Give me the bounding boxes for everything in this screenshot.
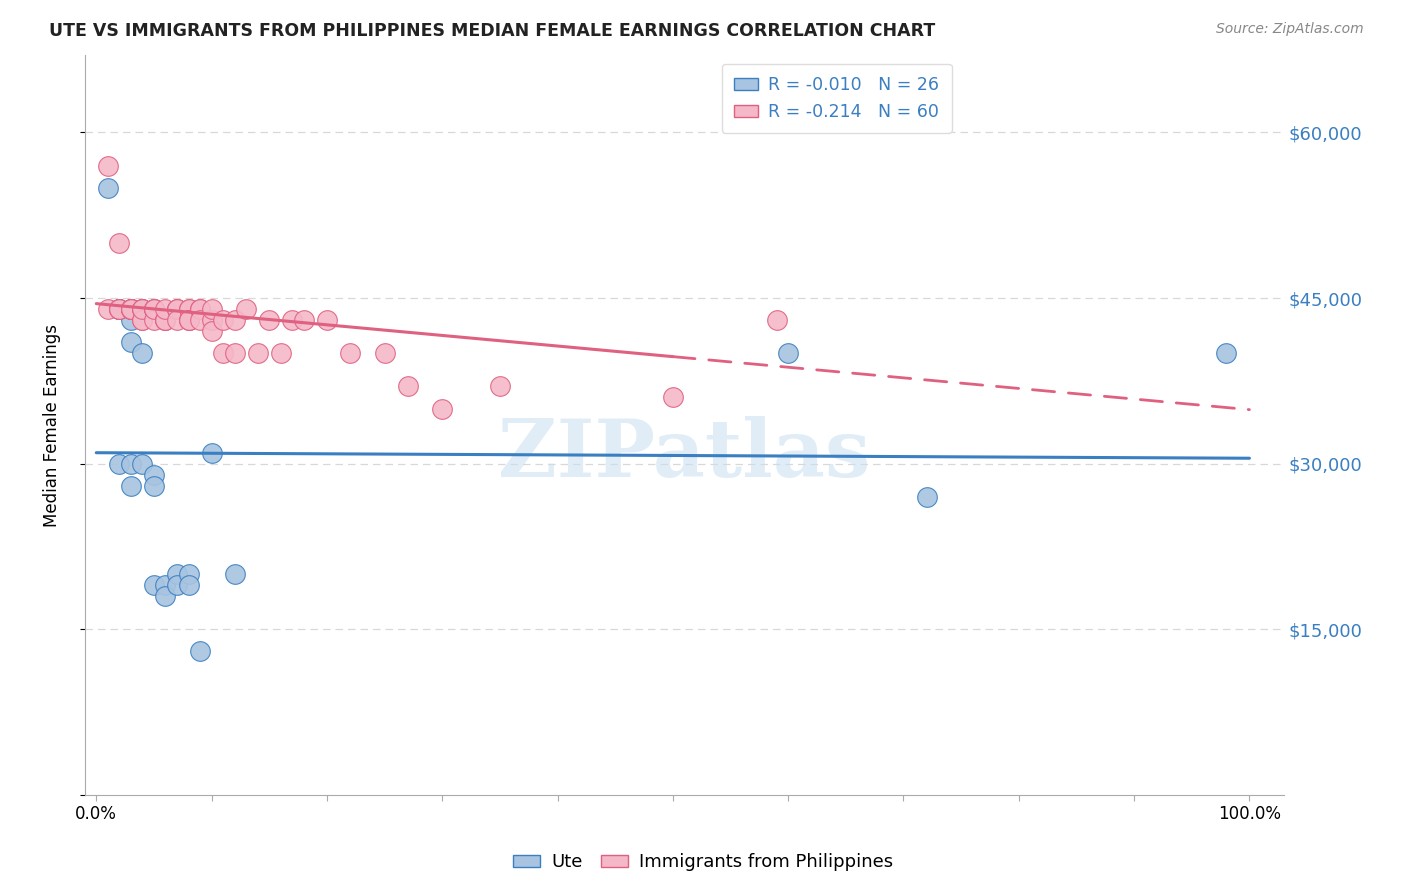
Point [131, 313, 153, 327]
Point [120, 302, 142, 317]
Point [188, 302, 211, 317]
Point [142, 479, 165, 493]
Point [166, 578, 188, 592]
Point [120, 302, 142, 317]
Point [142, 302, 165, 317]
Point [97, 159, 120, 173]
Point [142, 578, 165, 592]
Point [155, 589, 177, 603]
Point [155, 313, 177, 327]
Point [235, 302, 257, 317]
Text: Source: ZipAtlas.com: Source: ZipAtlas.com [1216, 22, 1364, 37]
Point [765, 313, 787, 327]
Point [246, 346, 269, 360]
Point [97, 180, 120, 194]
Point [120, 335, 142, 350]
Point [166, 302, 188, 317]
Point [281, 313, 304, 327]
Point [200, 446, 222, 460]
Text: UTE VS IMMIGRANTS FROM PHILIPPINES MEDIAN FEMALE EARNINGS CORRELATION CHART: UTE VS IMMIGRANTS FROM PHILIPPINES MEDIA… [49, 22, 935, 40]
Point [108, 302, 131, 317]
Point [177, 313, 200, 327]
Point [212, 313, 235, 327]
Point [131, 302, 153, 317]
Point [177, 302, 200, 317]
Point [131, 302, 153, 317]
Point [177, 578, 200, 592]
Point [339, 346, 361, 360]
Point [200, 324, 222, 338]
Point [120, 302, 142, 317]
Point [142, 313, 165, 327]
Point [142, 302, 165, 317]
Point [108, 457, 131, 471]
Legend: Ute, Immigrants from Philippines: Ute, Immigrants from Philippines [506, 847, 900, 879]
Y-axis label: Median Female Earnings: Median Female Earnings [44, 324, 60, 526]
Point [1215, 346, 1237, 360]
Point [662, 391, 685, 405]
Point [120, 302, 142, 317]
Point [131, 302, 153, 317]
Legend: R = -0.010   N = 26, R = -0.214   N = 60: R = -0.010 N = 26, R = -0.214 N = 60 [721, 64, 952, 133]
Point [177, 302, 200, 317]
Point [270, 346, 292, 360]
Point [142, 302, 165, 317]
Point [315, 313, 337, 327]
Point [108, 235, 131, 250]
Point [155, 313, 177, 327]
Point [188, 302, 211, 317]
Point [166, 313, 188, 327]
Point [120, 313, 142, 327]
Point [131, 457, 153, 471]
Point [142, 467, 165, 482]
Point [108, 302, 131, 317]
Point [188, 313, 211, 327]
Point [489, 379, 512, 393]
Point [177, 567, 200, 582]
Point [97, 302, 120, 317]
Point [212, 346, 235, 360]
Point [200, 302, 222, 317]
Point [108, 302, 131, 317]
Point [120, 302, 142, 317]
Point [257, 313, 280, 327]
Point [131, 302, 153, 317]
Point [155, 302, 177, 317]
Point [155, 313, 177, 327]
Point [142, 302, 165, 317]
Point [396, 379, 419, 393]
Point [155, 578, 177, 592]
Point [177, 313, 200, 327]
Point [778, 346, 800, 360]
Point [166, 302, 188, 317]
Point [131, 346, 153, 360]
Point [188, 644, 211, 658]
Point [131, 313, 153, 327]
Point [120, 479, 142, 493]
Point [166, 302, 188, 317]
Point [224, 313, 246, 327]
Point [177, 313, 200, 327]
Point [224, 567, 246, 582]
Point [120, 457, 142, 471]
Point [374, 346, 396, 360]
Point [224, 346, 246, 360]
Point [120, 302, 142, 317]
Point [292, 313, 315, 327]
Text: ZIPatlas: ZIPatlas [498, 416, 870, 493]
Point [915, 490, 938, 504]
Point [120, 302, 142, 317]
Point [166, 567, 188, 582]
Point [108, 302, 131, 317]
Point [108, 302, 131, 317]
Point [200, 313, 222, 327]
Point [432, 401, 454, 416]
